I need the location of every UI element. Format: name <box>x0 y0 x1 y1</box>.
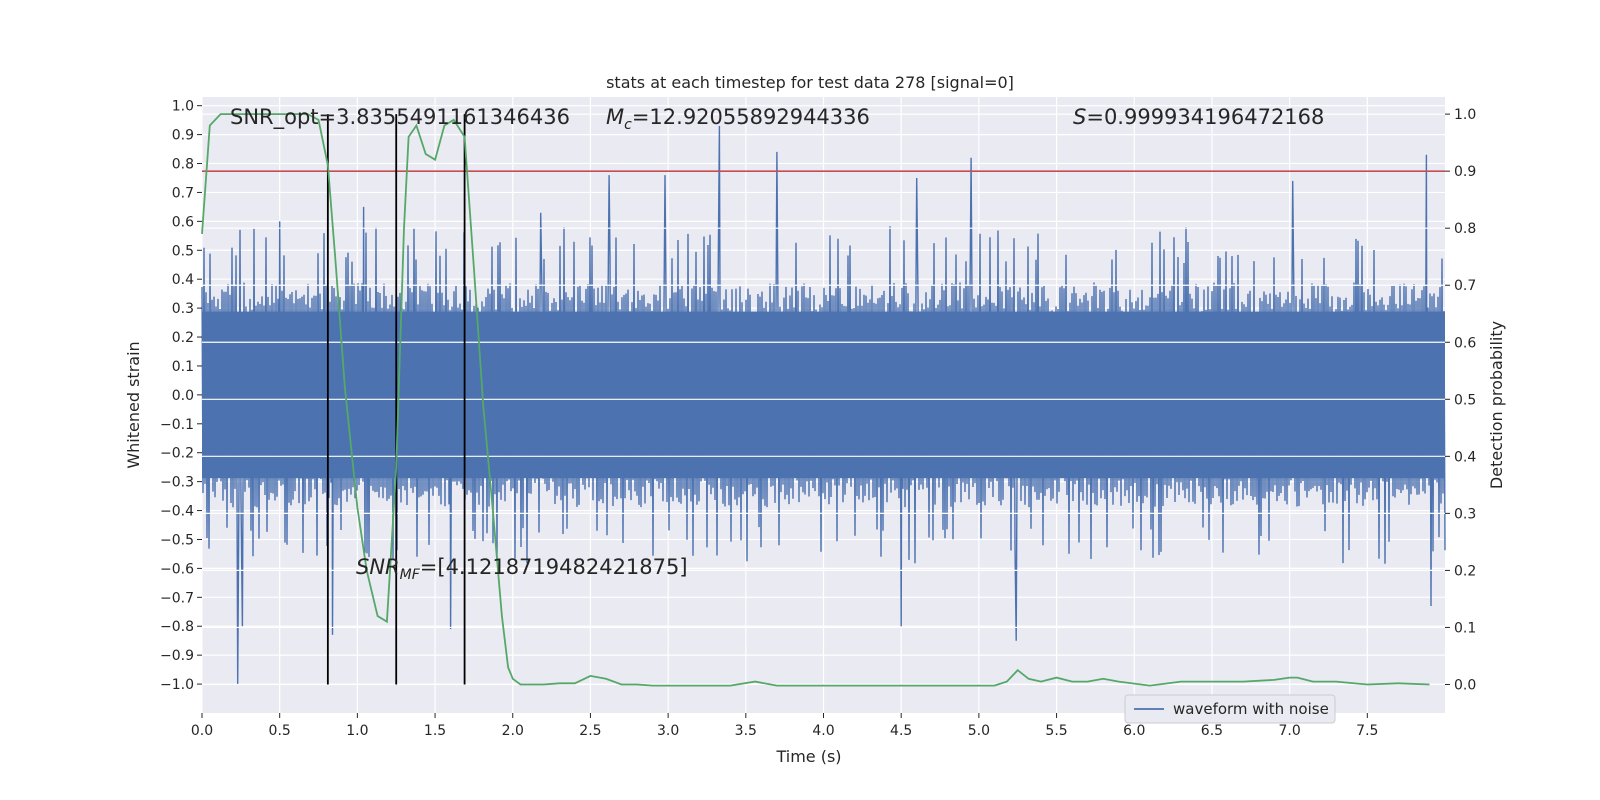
x-tick-label: 3.5 <box>735 723 757 739</box>
y-left-tick-label: 0.0 <box>172 388 194 404</box>
y-left-tick-label: 0.8 <box>172 157 194 173</box>
legend[interactable]: waveform with noise <box>1124 694 1336 724</box>
x-axis-label: Time (s) <box>775 747 841 766</box>
y-left-tick-label: 0.6 <box>172 214 194 230</box>
mc-subscript: c <box>624 117 632 133</box>
snr-mf-symbol: SNR <box>356 555 400 579</box>
y-left-tick-label: −0.8 <box>160 619 194 635</box>
y-left-tick-label: 0.4 <box>172 272 194 288</box>
y-left-tick-label: −0.2 <box>160 446 194 462</box>
y-left-tick-label: 0.3 <box>172 301 194 317</box>
y-left-tick-label: 0.9 <box>172 128 194 144</box>
waveform-with-noise-line <box>201 125 1446 685</box>
y-left-tick-label: −0.9 <box>160 648 194 664</box>
snr-opt-annotation: SNR_opt=3.8355491161346436 <box>230 105 570 130</box>
y-left-tick-label: 0.5 <box>172 243 194 259</box>
x-tick-label: 7.5 <box>1356 723 1378 739</box>
y-left-tick-label: −0.4 <box>160 504 194 520</box>
y-right-tick-label: 0.6 <box>1454 335 1476 351</box>
snr-mf-subscript: MF <box>400 567 421 583</box>
y-left-tick-label: −1.0 <box>160 677 194 693</box>
y-right-tick-label: 0.8 <box>1454 221 1476 237</box>
y-right-tick-label: 1.0 <box>1454 107 1476 123</box>
x-tick-label: 2.5 <box>579 723 601 739</box>
detection-probability-series <box>201 113 1430 687</box>
snr-mf-value: =[4.1218719482421875] <box>420 555 688 579</box>
s-symbol: S <box>1073 105 1086 129</box>
y-right-tick-label: 0.7 <box>1454 278 1476 294</box>
mc-symbol: M <box>606 105 624 129</box>
y-left-tick-label: −0.7 <box>160 590 194 606</box>
y-right-tick-label: 0.5 <box>1454 392 1476 408</box>
chart-title: stats at each timestep for test data 278… <box>606 73 1014 92</box>
x-tick-label: 6.5 <box>1201 723 1223 739</box>
y-left-tick-label: −0.3 <box>160 475 194 491</box>
y-right-tick-label: 0.4 <box>1454 449 1476 465</box>
x-tick-label: 6.0 <box>1123 723 1145 739</box>
y-left-tick-label: −0.1 <box>160 417 194 433</box>
overlay-lines <box>202 113 1445 686</box>
y-right-tick-label: 0.2 <box>1454 563 1476 579</box>
x-tick-label: 7.0 <box>1278 723 1300 739</box>
x-tick-label: 1.0 <box>346 723 368 739</box>
detection-probability-line <box>201 113 1430 687</box>
y-right-tick-label: 0.1 <box>1454 620 1476 636</box>
y-axis-left-label: Whitened strain <box>124 341 143 468</box>
y-left-tick-label: 0.2 <box>172 330 194 346</box>
s-annotation: S=0.999934196472168 <box>1073 105 1324 129</box>
y-right-tick-label: 0.3 <box>1454 506 1476 522</box>
legend-label: waveform with noise <box>1173 700 1329 718</box>
y-left-tick-label: 0.1 <box>172 359 194 375</box>
mc-value: =12.92055892944336 <box>632 105 870 129</box>
x-tick-label: 2.0 <box>502 723 524 739</box>
x-tick-label: 0.0 <box>191 723 213 739</box>
x-tick-label: 4.0 <box>812 723 834 739</box>
y-left-tick-label: −0.6 <box>160 561 194 577</box>
snr-mf-annotation: SNRMF=[4.1218719482421875] <box>356 555 688 583</box>
x-tick-label: 4.5 <box>890 723 912 739</box>
y-left-tick-label: 0.7 <box>172 185 194 201</box>
y-right-tick-label: 0.0 <box>1454 677 1476 693</box>
x-tick-label: 0.5 <box>269 723 291 739</box>
x-tick-label: 3.0 <box>657 723 679 739</box>
y-left-tick-label: −0.5 <box>160 532 194 548</box>
y-left-tick-label: 1.0 <box>172 99 194 115</box>
y-right-tick-label: 0.9 <box>1454 164 1476 180</box>
mc-annotation: Mc=12.92055892944336 <box>606 105 870 133</box>
y-axis-right-label: Detection probability <box>1487 321 1506 489</box>
axes: 0.0 0.5 1.0 1.5 2.0 2.5 3.0 3.5 4.0 4.5 5.0 5.5 6.0 6… <box>160 99 1476 739</box>
waveform-with-noise-series <box>201 125 1446 685</box>
x-tick-label: 5.5 <box>1045 723 1067 739</box>
legend-box <box>1124 694 1336 724</box>
s-value: =0.999934196472168 <box>1086 105 1324 129</box>
x-tick-label: 1.5 <box>424 723 446 739</box>
x-tick-label: 5.0 <box>968 723 990 739</box>
